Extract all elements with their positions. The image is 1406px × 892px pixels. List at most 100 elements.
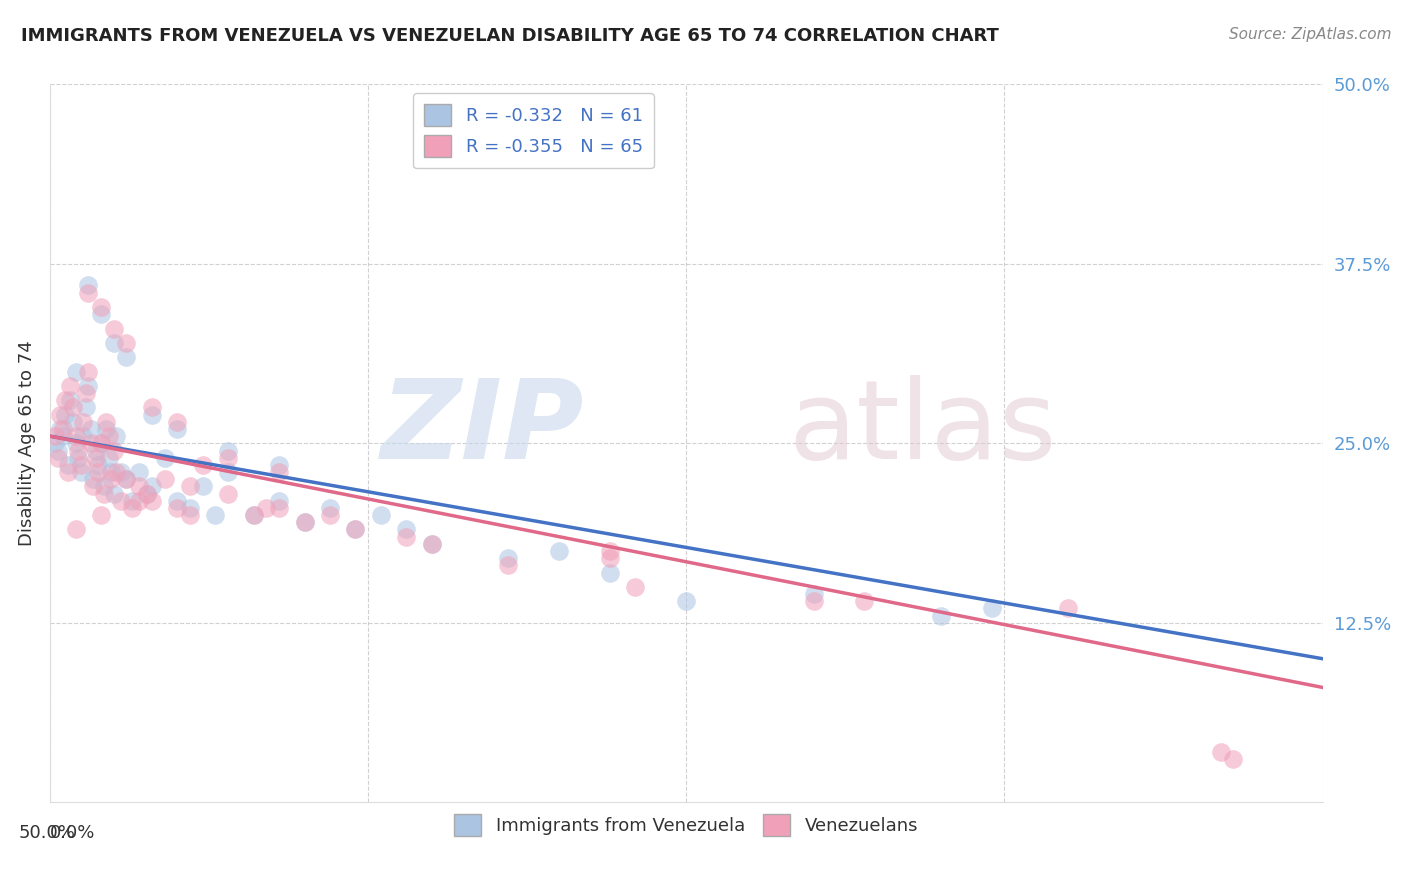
Text: Source: ZipAtlas.com: Source: ZipAtlas.com bbox=[1229, 27, 1392, 42]
Point bbox=[166, 422, 188, 436]
Point bbox=[115, 350, 138, 364]
Point bbox=[141, 479, 163, 493]
Point bbox=[75, 386, 97, 401]
Point bbox=[87, 465, 110, 479]
Point bbox=[1222, 752, 1244, 766]
Point bbox=[217, 486, 239, 500]
Point bbox=[370, 508, 392, 523]
Point bbox=[44, 436, 66, 450]
Point bbox=[90, 436, 112, 450]
Point bbox=[87, 458, 110, 472]
Point bbox=[496, 558, 519, 573]
Point bbox=[153, 472, 176, 486]
Point bbox=[69, 458, 91, 472]
Point bbox=[80, 436, 103, 450]
Point bbox=[82, 479, 104, 493]
Point bbox=[128, 493, 150, 508]
Point bbox=[46, 450, 69, 465]
Point bbox=[103, 486, 125, 500]
Point bbox=[53, 393, 76, 408]
Point bbox=[52, 429, 75, 443]
Point bbox=[420, 537, 443, 551]
Point bbox=[420, 537, 443, 551]
Point bbox=[121, 493, 143, 508]
Point bbox=[135, 486, 157, 500]
Point bbox=[599, 544, 621, 558]
Point bbox=[115, 472, 138, 486]
Point bbox=[599, 566, 621, 580]
Point bbox=[217, 450, 239, 465]
Point bbox=[269, 465, 291, 479]
Point bbox=[90, 436, 112, 450]
Point bbox=[110, 493, 132, 508]
Point bbox=[166, 493, 188, 508]
Point bbox=[80, 422, 103, 436]
Point bbox=[53, 408, 76, 422]
Point bbox=[90, 508, 112, 523]
Point bbox=[105, 429, 128, 443]
Point bbox=[319, 508, 342, 523]
Point bbox=[853, 594, 876, 608]
Point bbox=[75, 401, 97, 415]
Point bbox=[294, 516, 316, 530]
Point bbox=[395, 523, 418, 537]
Point bbox=[103, 321, 125, 335]
Point bbox=[269, 458, 291, 472]
Point bbox=[103, 335, 125, 350]
Point bbox=[100, 472, 122, 486]
Point bbox=[105, 465, 128, 479]
Point bbox=[93, 486, 115, 500]
Point bbox=[52, 422, 75, 436]
Point bbox=[624, 580, 647, 594]
Point bbox=[803, 594, 825, 608]
Point bbox=[344, 523, 367, 537]
Point bbox=[179, 500, 201, 515]
Point bbox=[65, 523, 87, 537]
Point bbox=[179, 508, 201, 523]
Point bbox=[179, 479, 201, 493]
Point bbox=[675, 594, 697, 608]
Text: ZIP: ZIP bbox=[381, 376, 585, 483]
Point bbox=[62, 401, 84, 415]
Point bbox=[141, 493, 163, 508]
Point bbox=[94, 422, 117, 436]
Point bbox=[217, 443, 239, 458]
Point bbox=[103, 443, 125, 458]
Point bbox=[69, 465, 91, 479]
Point bbox=[254, 500, 277, 515]
Point bbox=[135, 486, 157, 500]
Point bbox=[44, 429, 66, 443]
Point bbox=[110, 465, 132, 479]
Point bbox=[49, 422, 72, 436]
Text: IMMIGRANTS FROM VENEZUELA VS VENEZUELAN DISABILITY AGE 65 TO 74 CORRELATION CHAR: IMMIGRANTS FROM VENEZUELA VS VENEZUELAN … bbox=[21, 27, 1000, 45]
Point bbox=[49, 408, 72, 422]
Point bbox=[65, 429, 87, 443]
Legend: Immigrants from Venezuela, Venezuelans: Immigrants from Venezuela, Venezuelans bbox=[447, 807, 925, 844]
Point bbox=[204, 508, 226, 523]
Point bbox=[121, 500, 143, 515]
Point bbox=[242, 508, 264, 523]
Point bbox=[97, 450, 120, 465]
Point bbox=[56, 465, 79, 479]
Point bbox=[141, 401, 163, 415]
Point bbox=[84, 450, 107, 465]
Text: 50.0%: 50.0% bbox=[18, 824, 76, 842]
Point bbox=[84, 443, 107, 458]
Point bbox=[929, 608, 952, 623]
Point bbox=[166, 500, 188, 515]
Point bbox=[128, 465, 150, 479]
Point bbox=[90, 300, 112, 314]
Point bbox=[269, 500, 291, 515]
Text: atlas: atlas bbox=[789, 376, 1056, 483]
Point bbox=[191, 458, 214, 472]
Point bbox=[115, 472, 138, 486]
Point bbox=[72, 415, 94, 429]
Point bbox=[319, 500, 342, 515]
Point bbox=[67, 450, 90, 465]
Point bbox=[94, 415, 117, 429]
Point bbox=[166, 415, 188, 429]
Point bbox=[548, 544, 571, 558]
Point bbox=[803, 587, 825, 601]
Point bbox=[77, 365, 100, 379]
Point bbox=[97, 429, 120, 443]
